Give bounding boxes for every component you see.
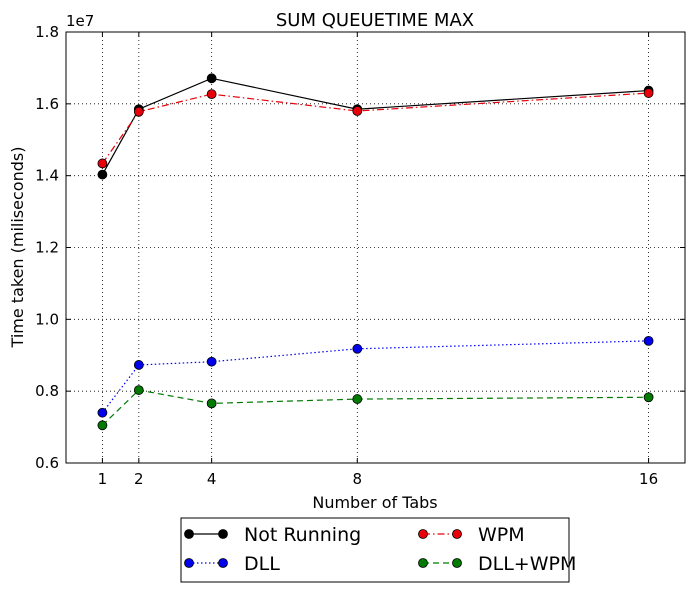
series-line-dll-wpm — [101, 389, 649, 426]
axis-ticks: 1 2 4 8 16 0.6 0.8 1.0 1.2 1.4 1.6 1.8 — [35, 23, 685, 488]
series-dll — [97, 335, 654, 418]
data-point-dll-wpm — [206, 398, 217, 409]
legend-label-not-running: Not Running — [244, 524, 361, 546]
legend-marker-dll-wpm — [418, 558, 428, 568]
data-point-dll-wpm — [97, 420, 108, 431]
legend-item-not-running: Not Running — [184, 524, 361, 546]
data-point-dll-wpm — [133, 385, 144, 395]
x-tick-label: 2 — [134, 470, 144, 488]
data-point-dll — [133, 360, 144, 370]
data-point-wpm — [352, 106, 363, 116]
legend-label-wpm: WPM — [478, 524, 525, 546]
data-point-dll — [643, 335, 654, 346]
legend-label-dll: DLL — [244, 553, 280, 575]
x-axis-label: Number of Tabs — [312, 493, 437, 512]
series-line-not-running — [101, 77, 649, 175]
legend-marker-not-running — [184, 529, 194, 539]
plot-series — [97, 73, 654, 431]
legend: Not Running WPM DLL DLL+WPM — [180, 517, 576, 583]
series-line-wpm — [101, 92, 649, 164]
legend-item-wpm: WPM — [418, 524, 525, 546]
data-point-dll — [206, 356, 217, 367]
y-tick-label: 1.2 — [35, 239, 59, 257]
data-point-wpm — [133, 106, 144, 117]
series-wpm — [97, 88, 654, 169]
legend-marker-dll-wpm — [452, 558, 462, 568]
legend-marker-not-running — [218, 529, 228, 539]
data-point-wpm — [643, 88, 654, 98]
data-point-dll-wpm — [352, 394, 363, 404]
legend-marker-dll — [218, 558, 228, 568]
data-point-wpm — [206, 89, 217, 100]
y-tick-label: 0.6 — [35, 454, 59, 472]
y-tick-label: 0.8 — [35, 382, 59, 400]
legend-marker-wpm — [418, 529, 428, 539]
x-tick-label: 8 — [353, 470, 363, 488]
y-scale-label: 1e7 — [66, 12, 94, 30]
grid — [66, 32, 685, 463]
chart-title: SUM QUEUETIME MAX — [276, 10, 474, 31]
y-axis-label: Time taken (miliseconds) — [8, 147, 27, 349]
y-tick-label: 1.8 — [35, 23, 59, 41]
x-tick-label: 4 — [207, 470, 217, 488]
data-point-not-running — [206, 73, 217, 84]
legend-marker-dll — [184, 558, 194, 568]
series-line-dll — [101, 340, 649, 414]
data-point-dll — [97, 407, 108, 418]
y-tick-label: 1.0 — [35, 310, 59, 328]
data-point-dll-wpm — [643, 392, 654, 403]
legend-item-dll-wpm: DLL+WPM — [418, 553, 576, 575]
data-point-wpm — [97, 158, 108, 169]
series-dll-wpm — [97, 385, 654, 431]
x-tick-label: 1 — [98, 470, 108, 488]
data-point-not-running — [97, 169, 108, 180]
legend-marker-wpm — [452, 529, 462, 539]
legend-label-dll-wpm: DLL+WPM — [478, 553, 576, 575]
data-point-dll — [352, 343, 363, 354]
y-tick-label: 1.4 — [35, 167, 59, 185]
legend-frame — [180, 517, 570, 583]
series-not-running — [97, 73, 654, 180]
x-tick-label: 16 — [639, 470, 658, 488]
y-tick-label: 1.6 — [35, 95, 59, 113]
legend-item-dll: DLL — [184, 553, 280, 575]
